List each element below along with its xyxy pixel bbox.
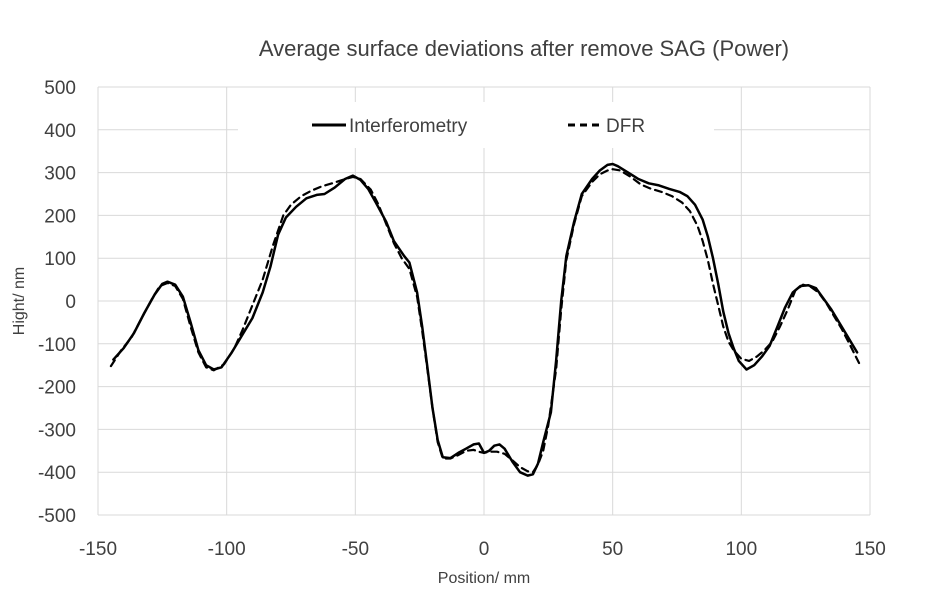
x-tick-label: 100: [725, 539, 757, 560]
x-tick-label: -50: [342, 539, 369, 560]
y-tick-label: -400: [38, 463, 76, 484]
y-tick-label: 100: [44, 249, 76, 270]
chart-title: Average surface deviations after remove …: [259, 36, 789, 61]
x-tick-label: -100: [208, 539, 246, 560]
series-line-dfr: [109, 168, 861, 474]
series-group: [109, 162, 861, 477]
legend: Interferometry DFR: [238, 102, 714, 148]
legend-label-interferometry: Interferometry: [349, 116, 468, 137]
x-tick-label: 0: [479, 539, 490, 560]
x-axis-title: Position/ mm: [438, 570, 530, 587]
y-tick-label: -500: [38, 506, 76, 527]
y-tick-label: 200: [44, 206, 76, 227]
y-tick-label: 400: [44, 121, 76, 142]
x-tick-label: 50: [602, 539, 623, 560]
y-tick-label: 500: [44, 78, 76, 99]
axis-tick-labels: -500-400-300-200-1000100200300400500-150…: [38, 78, 886, 560]
y-tick-label: 300: [44, 164, 76, 185]
y-tick-label: -300: [38, 420, 76, 441]
x-tick-label: 150: [854, 539, 886, 560]
y-tick-label: 0: [65, 292, 76, 313]
legend-label-dfr: DFR: [606, 116, 645, 137]
y-tick-label: -200: [38, 378, 76, 399]
series-line-interferometry: [112, 162, 859, 477]
y-tick-label: -100: [38, 335, 76, 356]
y-axis-title: Hight/ nm: [11, 267, 28, 335]
x-tick-label: -150: [79, 539, 117, 560]
gridlines: [97, 86, 871, 516]
